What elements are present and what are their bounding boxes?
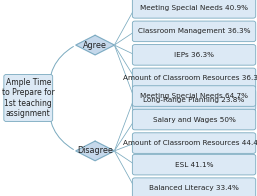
FancyBboxPatch shape bbox=[132, 109, 256, 130]
FancyBboxPatch shape bbox=[132, 0, 256, 18]
FancyBboxPatch shape bbox=[132, 21, 256, 42]
Text: Long-Range Planning 23.8%: Long-Range Planning 23.8% bbox=[143, 97, 245, 103]
FancyArrowPatch shape bbox=[49, 46, 74, 95]
FancyBboxPatch shape bbox=[132, 90, 256, 110]
Text: Ample Time
to Prepare for
1st teaching
assignment: Ample Time to Prepare for 1st teaching a… bbox=[2, 78, 55, 118]
Text: Balanced Literacy 33.4%: Balanced Literacy 33.4% bbox=[149, 185, 239, 191]
Polygon shape bbox=[76, 35, 114, 55]
FancyBboxPatch shape bbox=[132, 86, 256, 106]
FancyBboxPatch shape bbox=[132, 68, 256, 89]
FancyBboxPatch shape bbox=[4, 74, 53, 122]
Text: Amount of Classroom Resources 36.3%: Amount of Classroom Resources 36.3% bbox=[123, 75, 257, 81]
Text: Amount of Classroom Resources 44.4%: Amount of Classroom Resources 44.4% bbox=[123, 140, 257, 146]
Text: Meeting Special Needs 64.7%: Meeting Special Needs 64.7% bbox=[140, 93, 248, 99]
FancyBboxPatch shape bbox=[132, 178, 256, 196]
Text: ESL 41.1%: ESL 41.1% bbox=[175, 162, 213, 168]
FancyArrowPatch shape bbox=[49, 101, 74, 150]
Text: IEPs 36.3%: IEPs 36.3% bbox=[174, 52, 214, 58]
FancyBboxPatch shape bbox=[132, 45, 256, 65]
FancyBboxPatch shape bbox=[132, 154, 256, 175]
Text: Salary and Wages 50%: Salary and Wages 50% bbox=[153, 117, 235, 122]
Text: Meeting Special Needs 40.9%: Meeting Special Needs 40.9% bbox=[140, 5, 248, 11]
Polygon shape bbox=[76, 141, 114, 161]
Text: Disagree: Disagree bbox=[77, 146, 113, 155]
FancyBboxPatch shape bbox=[132, 133, 256, 153]
Text: Agree: Agree bbox=[83, 41, 107, 50]
Text: Classroom Management 36.3%: Classroom Management 36.3% bbox=[138, 28, 250, 34]
